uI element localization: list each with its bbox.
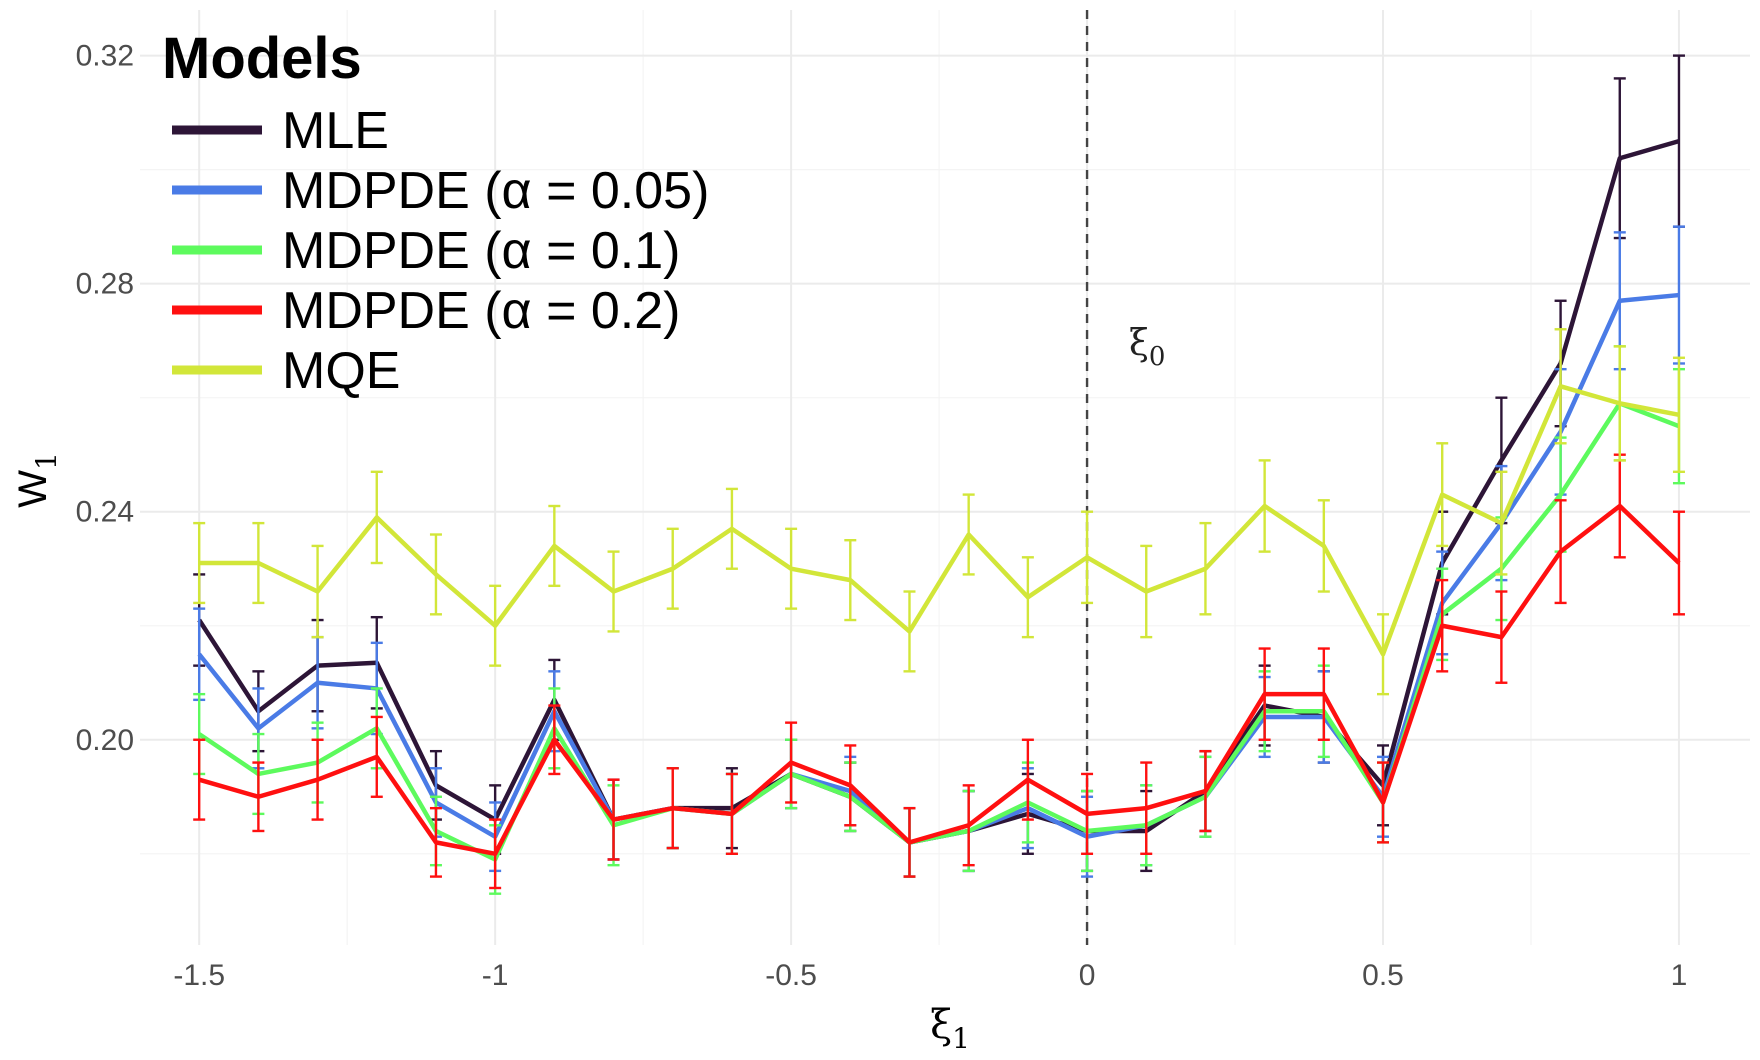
series-line xyxy=(197,401,1680,862)
reference-label-sub: 0 xyxy=(1149,342,1166,372)
x-tick-label: -0.5 xyxy=(765,959,817,992)
y-tick-label: 0.32 xyxy=(76,40,134,73)
series-group xyxy=(193,54,1685,895)
reference-label-main: ξ xyxy=(1129,323,1149,364)
y-axis-title: W1 xyxy=(11,452,63,508)
y-tick-label: 0.24 xyxy=(76,496,134,529)
legend-title: Models xyxy=(162,26,362,91)
y-tick-label: 0.28 xyxy=(76,268,134,301)
reference-line-group: ξ0 xyxy=(1085,10,1165,945)
y-tick-label: 0.20 xyxy=(76,724,134,757)
x-tick-label: 0 xyxy=(1079,959,1096,992)
legend-label: MLE xyxy=(282,102,389,160)
x-tick-labels: -1.5 -1 -0.5 0 0.5 1 xyxy=(173,959,1687,992)
x-axis-title-main: ξ xyxy=(930,1002,952,1048)
x-tick-label: 1 xyxy=(1671,959,1688,992)
x-tick-label: -1.5 xyxy=(173,959,225,992)
x-tick-label: 0.5 xyxy=(1362,959,1404,992)
x-tick-label: -1 xyxy=(482,959,509,992)
y-axis-title-main: W xyxy=(11,470,55,508)
legend-label: MQE xyxy=(282,342,400,400)
legend-label: MDPDE (α = 0.05) xyxy=(282,162,709,220)
y-axis-title-sub: 1 xyxy=(30,452,63,470)
y-tick-labels: 0.20 0.24 0.28 0.32 xyxy=(76,40,134,757)
series-line xyxy=(198,503,1681,857)
x-axis-title: ξ1 xyxy=(930,1002,970,1055)
legend-label: MDPDE (α = 0.2) xyxy=(282,282,680,340)
legend-label: MDPDE (α = 0.1) xyxy=(282,222,680,280)
series-3 xyxy=(193,453,1685,890)
series-line xyxy=(199,384,1680,657)
series-4 xyxy=(193,328,1685,696)
reference-line-label: ξ0 xyxy=(1129,323,1165,372)
x-axis-title-sub: 1 xyxy=(952,1022,970,1055)
